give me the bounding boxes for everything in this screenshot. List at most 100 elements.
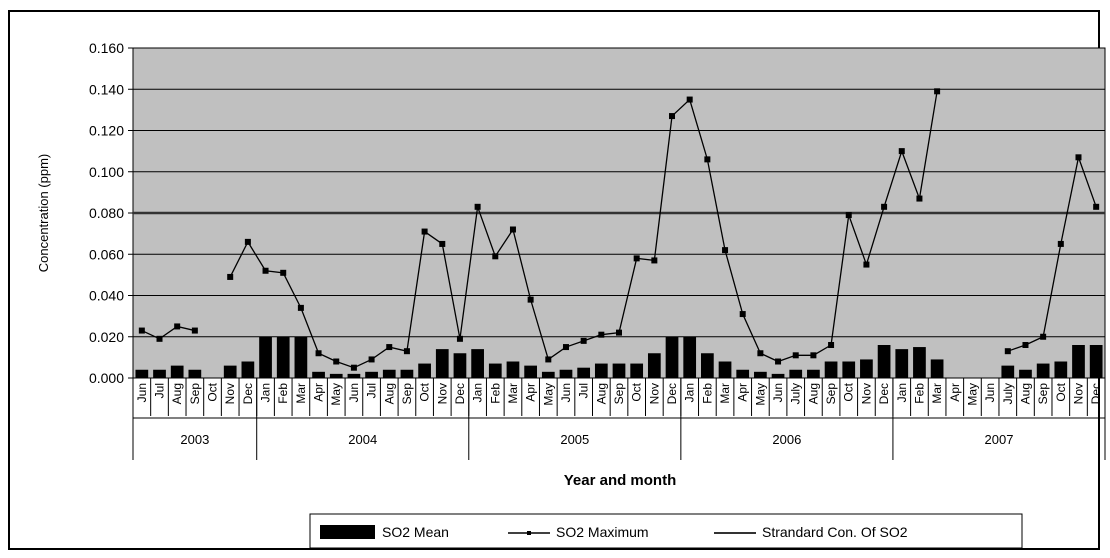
x-tick-label: Jan bbox=[471, 383, 485, 402]
max-point bbox=[244, 238, 251, 245]
x-tick-label: July bbox=[789, 383, 803, 404]
max-point bbox=[562, 344, 569, 351]
max-point bbox=[421, 228, 428, 235]
mean-bar bbox=[612, 363, 626, 378]
max-point bbox=[297, 304, 304, 311]
max-point bbox=[350, 364, 357, 371]
max-point bbox=[333, 358, 340, 365]
legend: SO2 Mean SO2 Maximum Strandard Con. Of S… bbox=[309, 513, 1023, 549]
max-point bbox=[439, 240, 446, 247]
mean-bar bbox=[541, 371, 555, 378]
mean-bar bbox=[1001, 365, 1015, 378]
max-point bbox=[704, 156, 711, 163]
x-tick-label: Jul bbox=[153, 383, 167, 398]
mean-bar bbox=[771, 373, 785, 378]
max-point bbox=[598, 331, 605, 338]
legend-label-standard: Strandard Con. Of SO2 bbox=[762, 524, 908, 540]
x-tick-label: Aug bbox=[594, 383, 608, 404]
max-point bbox=[262, 267, 269, 274]
max-point bbox=[757, 350, 764, 357]
x-tick-label: May bbox=[329, 383, 343, 406]
max-point bbox=[934, 88, 941, 95]
max-point bbox=[898, 148, 905, 155]
mean-bar bbox=[895, 349, 909, 378]
x-tick-label: July bbox=[1001, 383, 1015, 404]
mean-bar bbox=[736, 369, 750, 378]
mean-bar bbox=[630, 363, 644, 378]
max-point bbox=[580, 337, 587, 344]
year-label: 2006 bbox=[772, 432, 801, 447]
max-point bbox=[138, 327, 145, 334]
x-tick-label: May bbox=[541, 383, 555, 406]
mean-bar bbox=[488, 363, 502, 378]
mean-bar bbox=[683, 336, 697, 378]
mean-bar bbox=[435, 349, 449, 378]
max-line-segment bbox=[141, 325, 196, 340]
mean-bar bbox=[259, 336, 272, 378]
mean-bar bbox=[913, 347, 926, 378]
mean-bar bbox=[418, 363, 431, 378]
mean-bar bbox=[877, 345, 891, 378]
x-tick-label: Oct bbox=[842, 382, 856, 401]
y-tick-label: 0.140 bbox=[89, 81, 124, 97]
max-point bbox=[828, 342, 835, 348]
x-tick-label: Jun bbox=[347, 383, 361, 402]
max-point bbox=[174, 323, 181, 330]
mean-bar bbox=[135, 369, 149, 378]
y-axis-label: Concentration (ppm) bbox=[36, 154, 51, 273]
max-point bbox=[722, 247, 729, 254]
max-point bbox=[368, 356, 375, 363]
x-tick-label: Mar bbox=[294, 383, 308, 404]
mean-bar bbox=[577, 367, 591, 378]
max-point bbox=[527, 296, 534, 303]
year-label: 2003 bbox=[180, 432, 209, 447]
x-tick-label: Apr bbox=[948, 383, 962, 402]
y-tick-label: 0.080 bbox=[89, 205, 124, 221]
mean-bar bbox=[1019, 369, 1032, 378]
max-point bbox=[156, 335, 163, 342]
max-point bbox=[633, 255, 640, 262]
max-point bbox=[686, 96, 693, 103]
mean-bar bbox=[718, 361, 732, 378]
mean-bar bbox=[153, 369, 166, 378]
mean-bar bbox=[930, 359, 944, 378]
x-tick-label: Nov bbox=[223, 383, 237, 404]
mean-bar bbox=[223, 365, 237, 378]
x-tick-label: May bbox=[965, 383, 979, 406]
x-axis-label: Year and month bbox=[564, 472, 677, 489]
x-axis: Jun Jul Aug Sep Oct Nov Dec Jan Feb Mar Apr May Jun J… bbox=[132, 378, 1106, 460]
mean-bar bbox=[594, 363, 608, 378]
max-point bbox=[669, 113, 676, 120]
x-tick-label: Mar bbox=[718, 383, 732, 404]
mean-bar bbox=[1054, 361, 1068, 378]
legend-swatch-mean bbox=[320, 525, 375, 539]
x-tick-label: Jan bbox=[683, 383, 697, 402]
x-tick-label: Jun bbox=[983, 383, 997, 402]
mean-bar bbox=[453, 353, 467, 378]
y-tick-label: 0.000 bbox=[89, 370, 124, 386]
x-tick-label: Nov bbox=[647, 383, 661, 404]
x-tick-label: Jun bbox=[771, 383, 785, 402]
mean-bar bbox=[471, 349, 484, 378]
max-point bbox=[881, 203, 888, 210]
mean-bar bbox=[382, 369, 396, 378]
mean-bar bbox=[170, 365, 184, 378]
year-label: 2005 bbox=[560, 432, 589, 447]
max-point bbox=[509, 226, 516, 233]
x-tick-label: Sep bbox=[1036, 383, 1050, 405]
x-tick-label: Jul bbox=[577, 383, 591, 398]
mean-bar bbox=[665, 336, 679, 378]
y-tick-label: 0.120 bbox=[89, 123, 124, 139]
x-tick-label: Nov bbox=[859, 383, 873, 404]
x-tick-label: Jun bbox=[135, 383, 149, 402]
mean-bar bbox=[347, 373, 361, 378]
x-tick-label: Jan bbox=[895, 383, 909, 402]
x-tick-label: Apr bbox=[524, 383, 538, 402]
max-point bbox=[1075, 154, 1082, 161]
mean-bar bbox=[294, 336, 308, 378]
mean-bar bbox=[789, 369, 803, 378]
max-point bbox=[739, 311, 746, 318]
mean-bar bbox=[1036, 363, 1050, 378]
mean-bar bbox=[559, 369, 573, 378]
